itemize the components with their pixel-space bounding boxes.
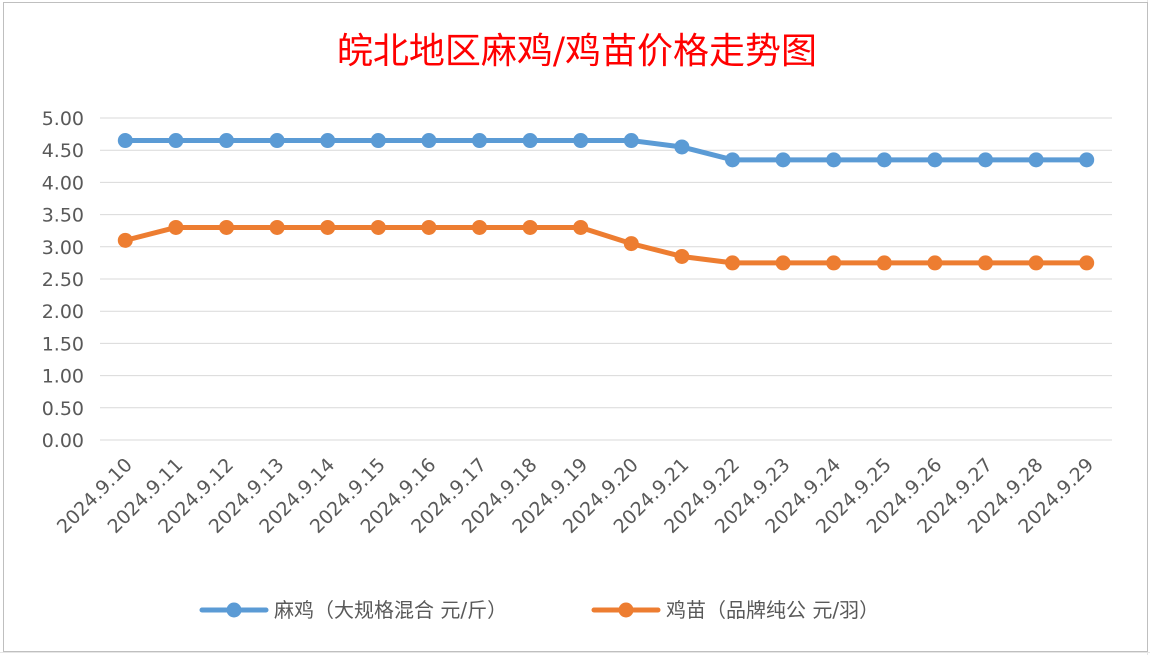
data-point [472,133,487,149]
data-point [674,248,690,264]
data-point [725,152,740,168]
data-point [117,133,133,149]
data-point [674,139,690,155]
y-tick-label: 1.50 [42,333,84,355]
chart-title: 皖北地区麻鸡/鸡苗价格走势图 [337,31,817,72]
data-point [725,255,740,271]
data-point [168,133,184,149]
data-point [573,219,589,235]
data-point [775,152,791,168]
data-point [370,133,386,149]
legend: 麻鸡（大规格混合 元/斤） 鸡苗（品牌纯公 元/羽） [199,598,879,622]
data-point [370,219,386,235]
data-point [117,232,133,248]
data-point [876,255,892,271]
data-point [472,219,487,235]
legend-entry: 鸡苗（品牌纯公 元/羽） [591,598,879,622]
y-tick-label: 3.50 [42,205,84,227]
y-tick-label: 3.00 [42,237,84,259]
y-tick-label: 2.50 [42,269,84,291]
y-tick-label: 4.50 [42,140,84,162]
series-line [122,224,1090,266]
data-point [1028,152,1044,168]
data-point [320,219,336,235]
data-point [826,152,842,168]
legend-entry: 麻鸡（大规格混合 元/斤） [199,598,507,622]
data-point [826,255,842,271]
x-axis: 2024.9.102024.9.112024.9.122024.9.132024… [53,439,1112,538]
legend-swatch-marker [226,602,242,618]
data-point [978,255,993,271]
data-point [927,152,943,168]
legend-swatch-marker [618,602,634,618]
data-point [421,133,437,149]
data-point [320,133,336,149]
y-tick-label: 4.00 [42,172,84,194]
y-tick-label: 5.00 [42,108,84,130]
y-tick-label: 2.00 [42,301,84,323]
data-point [522,219,538,235]
y-tick-label: 0.50 [42,398,84,420]
data-point [168,219,184,235]
legend-label: 麻鸡（大规格混合 元/斤） [274,598,507,622]
data-point [269,219,285,235]
y-tick-label: 1.00 [42,366,84,388]
data-point [522,133,538,149]
legend-label: 鸡苗（品牌纯公 元/羽） [666,598,879,622]
y-axis: 0.00 0.50 1.00 1.50 2.00 2.50 3.00 3.50 4.00 4.50… [42,108,84,452]
data-point [1028,255,1044,271]
data-point [623,133,639,149]
data-point [269,133,285,149]
data-point [573,133,589,149]
line-chart: 皖北地区麻鸡/鸡苗价格走势图 0.00 0.50 1.00 1.50 2.00 2.50 3… [42,31,1112,622]
series-line [122,138,1090,163]
gridlines [100,117,1112,441]
data-point [775,255,791,271]
data-point [876,152,892,168]
plot-area [117,133,1095,271]
y-tick-label: 0.00 [42,430,84,452]
data-point [978,152,993,168]
data-point [421,219,437,235]
data-point [219,133,234,149]
data-point [623,236,639,252]
data-point [927,255,943,271]
data-point [219,219,234,235]
sheet-gridline [0,652,1150,653]
chart-frame[interactable]: 皖北地区麻鸡/鸡苗价格走势图 0.00 0.50 1.00 1.50 2.00 2.50 3… [3,2,1148,652]
data-point [1079,255,1095,271]
data-point [1079,152,1095,168]
